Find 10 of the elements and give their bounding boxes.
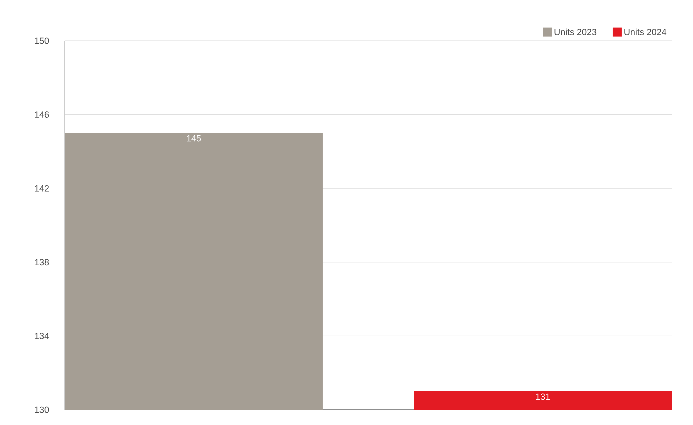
data-label: 145 <box>187 135 202 142</box>
legend-label: Units 2023 <box>554 28 597 36</box>
y-tick-label: 130 <box>35 406 50 414</box>
y-tick-label: 138 <box>35 259 50 266</box>
y-tick-label: 146 <box>35 112 50 118</box>
y-tick-label: 142 <box>35 185 50 192</box>
data-label: 131 <box>536 394 550 400</box>
legend-label: Units 2024 <box>624 28 667 36</box>
y-tick-label: 150 <box>35 38 50 44</box>
y-tick-label: 134 <box>35 333 50 340</box>
